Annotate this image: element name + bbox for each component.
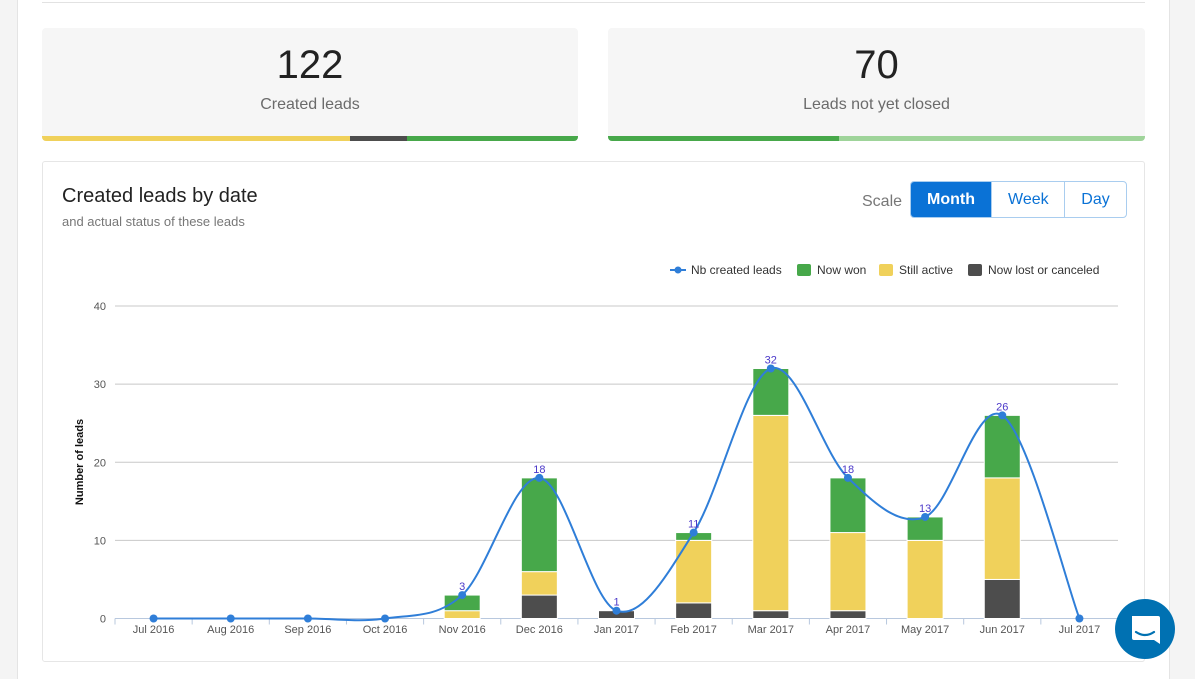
status-segment: [608, 136, 839, 141]
x-tick-label: Sep 2016: [284, 624, 331, 636]
legend-swatch-icon: [797, 264, 811, 276]
x-tick-label: Mar 2017: [748, 624, 794, 636]
x-tick-label: Nov 2016: [439, 624, 486, 636]
x-tick-label: Jan 2017: [594, 624, 639, 636]
scale-label: Scale: [862, 193, 903, 210]
bar-segment: [829, 477, 867, 534]
open-leads-card: 70 Leads not yet closed: [608, 28, 1145, 141]
line-point: [381, 614, 390, 623]
status-segment: [349, 136, 407, 141]
status-segment: [407, 136, 578, 141]
data-label: 11: [688, 519, 699, 531]
bar-segment: [983, 477, 1021, 580]
x-tick-label: Oct 2016: [363, 624, 408, 636]
created-leads-card: 122 Created leads: [42, 28, 578, 141]
data-label: 26: [996, 401, 1008, 413]
line-point: [689, 528, 698, 537]
data-label: 18: [533, 464, 545, 476]
x-tick-label: Jul 2016: [133, 624, 175, 636]
x-tick-label: Dec 2016: [516, 624, 563, 636]
line-point: [303, 614, 312, 623]
bar-segment: [752, 610, 790, 619]
bar-segment: [520, 477, 558, 573]
line-point: [226, 614, 235, 623]
bar-segment: [520, 594, 558, 619]
data-label: 3: [459, 581, 465, 593]
legend-item: Nb created leads: [691, 263, 782, 277]
x-tick-label: May 2017: [901, 624, 949, 636]
bar-segment: [675, 602, 713, 619]
line-point: [612, 606, 621, 615]
line-point: [458, 591, 467, 600]
bar-segment: [752, 368, 790, 416]
divider: [42, 0, 1145, 3]
legend-item: Now lost or canceled: [988, 263, 1099, 277]
line-point: [921, 512, 930, 521]
scale-week-button[interactable]: Week: [991, 182, 1064, 217]
line-point: [535, 473, 544, 482]
legend-item: Now won: [817, 263, 866, 277]
legend-item: Still active: [899, 263, 953, 277]
y-tick-label: 20: [94, 457, 106, 469]
bar-segment: [829, 610, 867, 619]
bar-segment: [983, 414, 1021, 479]
chat-icon: [1132, 616, 1160, 644]
data-label: 13: [919, 503, 931, 515]
bar-segment: [752, 414, 790, 612]
open-leads-value: 70: [854, 43, 899, 87]
y-axis-title: Number of leads: [74, 419, 86, 505]
bar-segment: [520, 571, 558, 596]
data-label: 18: [842, 464, 854, 476]
chart-subtitle: and actual status of these leads: [62, 214, 245, 229]
line-series: [153, 367, 1081, 622]
y-tick-label: 10: [94, 535, 106, 547]
x-tick-label: Aug 2016: [207, 624, 254, 636]
chart-title: Created leads by date: [62, 185, 258, 207]
x-tick-label: Feb 2017: [670, 624, 716, 636]
x-tick-label: Jun 2017: [980, 624, 1025, 636]
legend-marker-icon: [674, 266, 682, 274]
data-label: 1: [613, 597, 619, 609]
line-point: [766, 364, 775, 373]
line-point: [998, 411, 1007, 420]
status-segment: [838, 136, 1145, 141]
x-tick-label: Apr 2017: [826, 624, 871, 636]
bar-segment: [829, 532, 867, 612]
y-tick-label: 40: [94, 301, 106, 313]
scale-day-button[interactable]: Day: [1064, 182, 1126, 217]
line-point: [843, 473, 852, 482]
data-label: 32: [765, 355, 777, 367]
line-point: [1075, 614, 1084, 623]
x-tick-label: Jul 2017: [1059, 624, 1101, 636]
bar-segment: [906, 539, 944, 619]
status-segment: [42, 136, 350, 141]
y-tick-label: 30: [94, 379, 106, 391]
legend-swatch-icon: [879, 264, 893, 276]
chat-button[interactable]: [1115, 599, 1175, 659]
bar-segment: [675, 539, 713, 604]
open-leads-status-bar: [608, 136, 1145, 141]
bar-segment: [983, 578, 1021, 619]
scale-month-button[interactable]: Month: [911, 182, 991, 217]
y-tick-label: 0: [100, 614, 106, 626]
created-leads-label: Created leads: [260, 96, 360, 113]
scale-button-group: Month Week Day: [910, 181, 1127, 218]
bar-segment: [443, 610, 481, 619]
line-point: [149, 614, 158, 623]
legend-swatch-icon: [968, 264, 982, 276]
created-leads-value: 122: [276, 43, 344, 87]
created-leads-status-bar: [42, 136, 578, 141]
open-leads-label: Leads not yet closed: [803, 96, 950, 113]
